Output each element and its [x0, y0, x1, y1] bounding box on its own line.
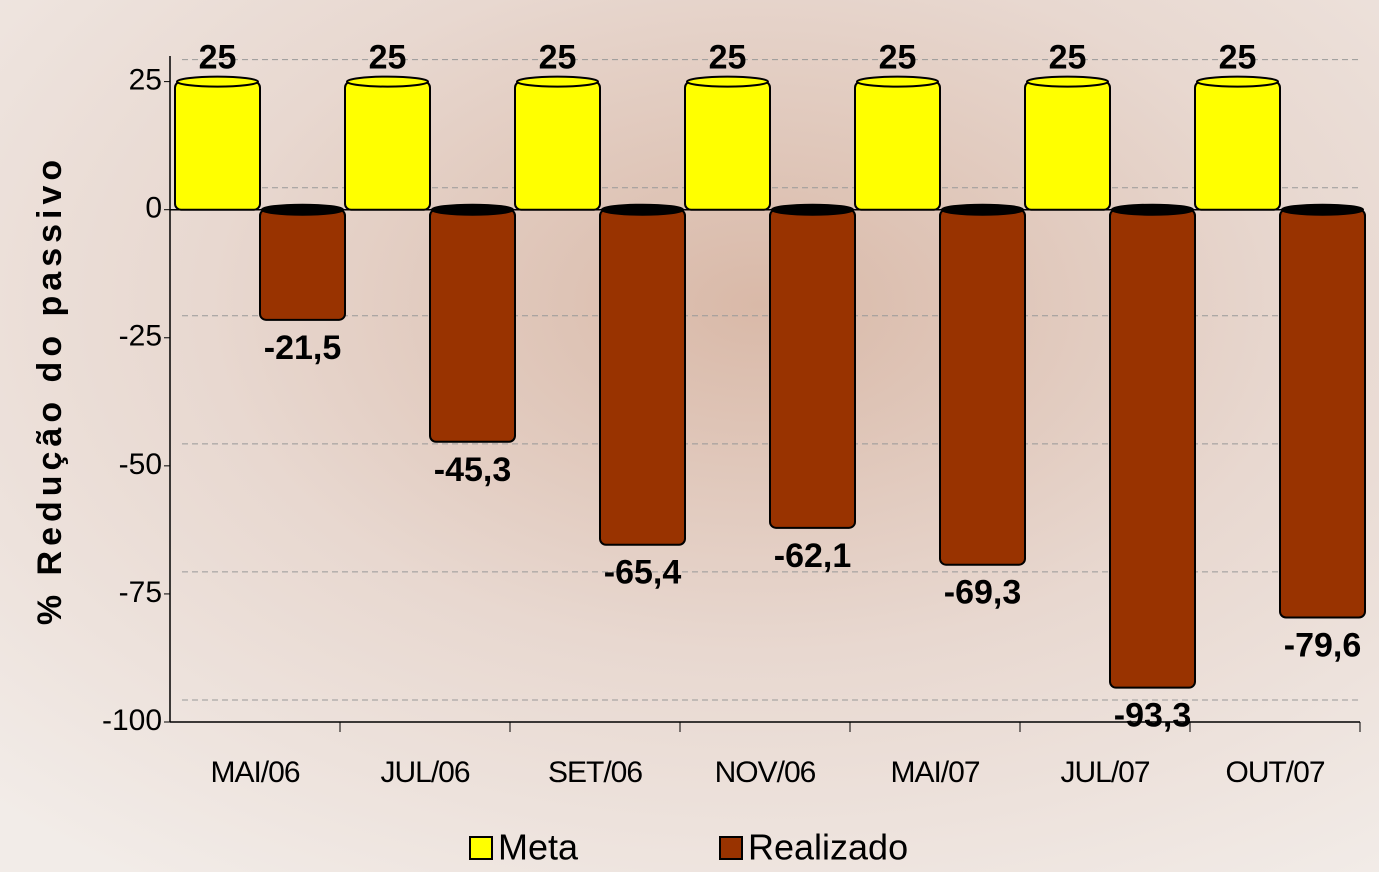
bar: [515, 82, 600, 210]
bar: [175, 82, 260, 210]
data-label: 25: [1049, 39, 1087, 77]
legend-swatch: [720, 837, 742, 859]
data-label: -79,6: [1284, 626, 1362, 664]
y-tick-label: -50: [119, 448, 162, 481]
y-tick-label: -25: [119, 320, 162, 353]
data-label: 25: [539, 39, 577, 77]
bar-cap: [602, 205, 683, 215]
bar-cap: [517, 77, 598, 87]
bar-cap: [1027, 77, 1108, 87]
data-label: -93,3: [1114, 697, 1192, 735]
bar-cap: [347, 77, 428, 87]
x-tick-label: OUT/07: [1225, 756, 1324, 789]
y-tick-label: -75: [119, 576, 162, 609]
bar: [1280, 210, 1365, 618]
y-tick-label: 25: [129, 64, 162, 97]
data-label: -45,3: [434, 451, 512, 489]
bar-cap: [1197, 77, 1278, 87]
bar: [940, 210, 1025, 565]
chart: % Redução do passivo 25 0 -25 -50 -75 -100 MAI…: [0, 0, 1379, 872]
data-label: -65,4: [604, 554, 682, 592]
bar: [345, 82, 430, 210]
bar: [770, 210, 855, 528]
bar-cap: [1282, 205, 1363, 215]
data-label: 25: [369, 39, 407, 77]
data-label: 25: [879, 39, 917, 77]
data-label: 25: [709, 39, 747, 77]
bar-cap: [432, 205, 513, 215]
x-tick-label: JUL/06: [380, 756, 469, 789]
bar: [1110, 210, 1195, 688]
bar: [430, 210, 515, 442]
bar-cap: [1112, 205, 1193, 215]
bar-cap: [772, 205, 853, 215]
bar-cap: [262, 205, 343, 215]
x-tick-label: JUL/07: [1060, 756, 1149, 789]
bar-cap: [857, 77, 938, 87]
y-tick-label: 0: [145, 192, 162, 225]
bar: [685, 82, 770, 210]
bar-cap: [687, 77, 768, 87]
x-tick-label: NOV/06: [715, 756, 816, 789]
legend-swatch: [470, 837, 492, 859]
data-label: 25: [199, 39, 237, 77]
bar: [1195, 82, 1280, 210]
bar-cap: [942, 205, 1023, 215]
y-axis-title: % Redução do passivo: [31, 155, 69, 625]
x-tick-label: SET/06: [548, 756, 642, 789]
bar-cap: [177, 77, 258, 87]
legend-label: Realizado: [748, 827, 908, 868]
legend-label: Meta: [498, 827, 579, 868]
data-label: -21,5: [264, 329, 342, 367]
data-label: -69,3: [944, 574, 1022, 612]
bar: [1025, 82, 1110, 210]
x-tick-label: MAI/06: [210, 756, 299, 789]
bar: [260, 210, 345, 320]
y-tick-label: -100: [102, 704, 162, 737]
x-tick-label: MAI/07: [890, 756, 979, 789]
data-label: 25: [1219, 39, 1257, 77]
bar: [855, 82, 940, 210]
data-label: -62,1: [774, 537, 852, 575]
bar: [600, 210, 685, 545]
